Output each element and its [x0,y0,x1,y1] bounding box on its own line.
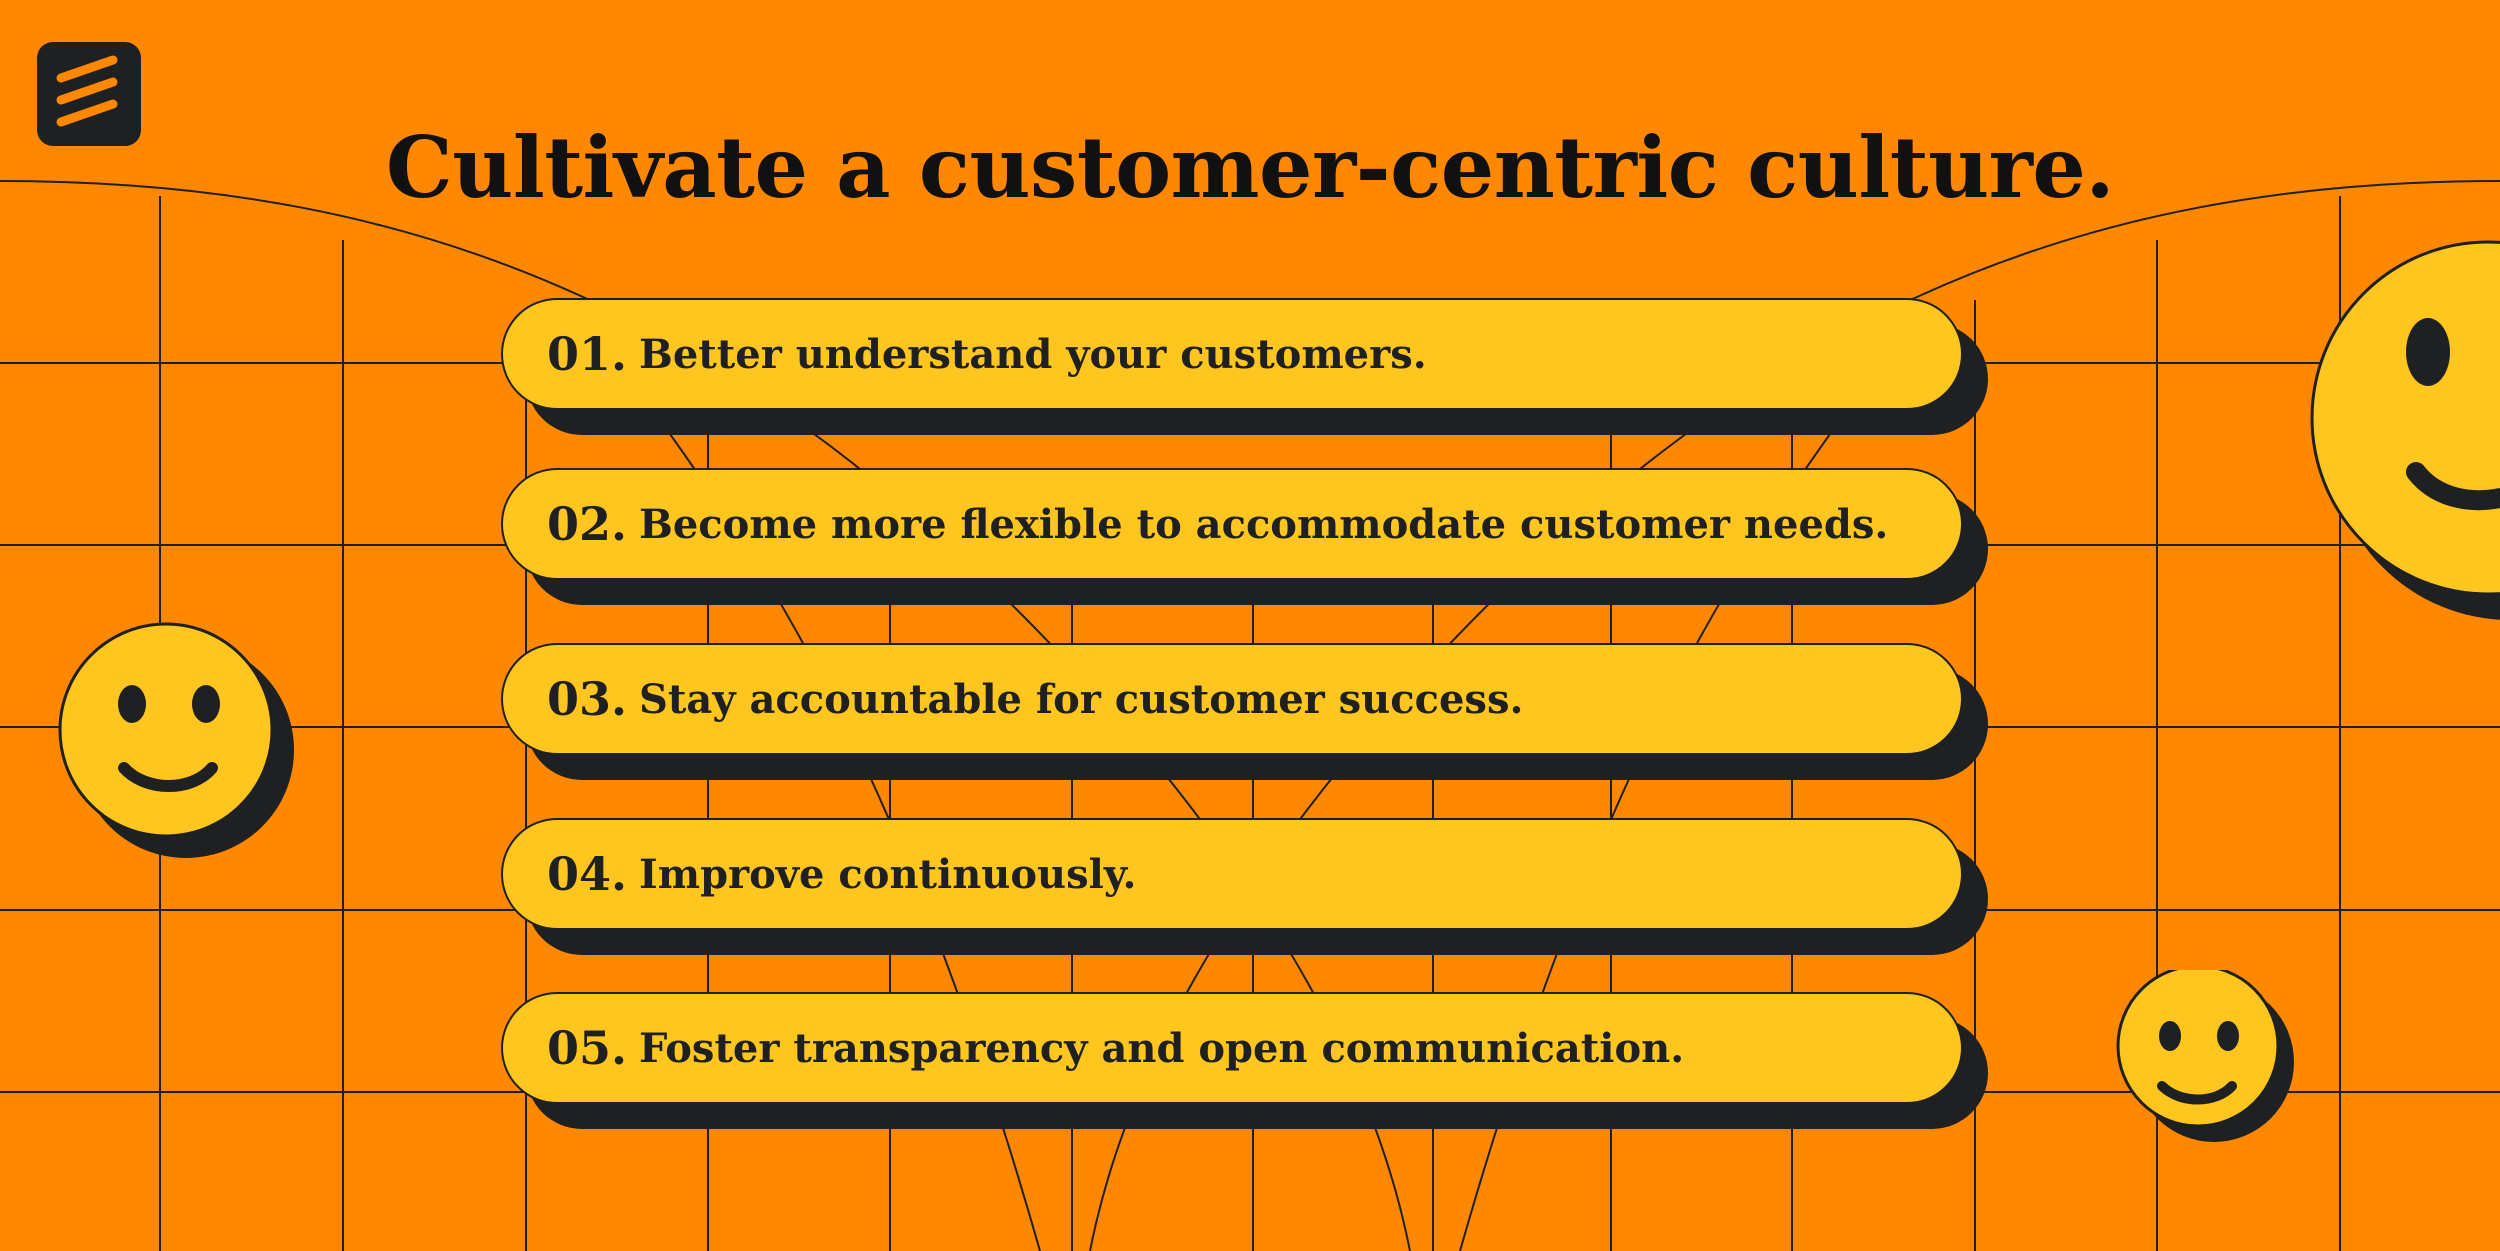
list-item: 02. Become more flexible to accommodate … [501,468,1988,605]
item-number: 04. [547,847,628,901]
page-title: Cultivate a customer-centric culture. [385,118,2115,217]
list-item: 03. Stay accountable for customer succes… [501,643,1988,780]
pill-face: 05. Foster transparency and open communi… [501,992,1963,1104]
item-number: 05. [547,1021,628,1075]
item-text: Improve continuously. [639,850,1137,898]
item-number: 01. [547,327,628,381]
smiley-face-icon [58,622,294,858]
list-item: 01. Better understand your customers. [501,298,1988,435]
stacked-slashes-logo-icon [56,55,118,127]
list-item: 05. Foster transparency and open communi… [501,992,1988,1129]
item-text: Stay accountable for customer success. [639,675,1524,723]
brand-logo [37,42,141,146]
pill-face: 04. Improve continuously. [501,818,1963,930]
item-text: Better understand your customers. [639,330,1427,378]
item-text: Foster transparency and open communicati… [639,1024,1685,1072]
item-number: 02. [547,497,628,551]
item-number: 03. [547,672,628,726]
item-text: Become more flexible to accommodate cust… [639,500,1889,548]
pill-face: 02. Become more flexible to accommodate … [501,468,1963,580]
list-item: 04. Improve continuously. [501,818,1988,955]
pill-face: 03. Stay accountable for customer succes… [501,643,1963,755]
smiley-face-icon [2116,970,2294,1142]
smiley-face-icon [2310,240,2500,620]
pill-face: 01. Better understand your customers. [501,298,1963,410]
